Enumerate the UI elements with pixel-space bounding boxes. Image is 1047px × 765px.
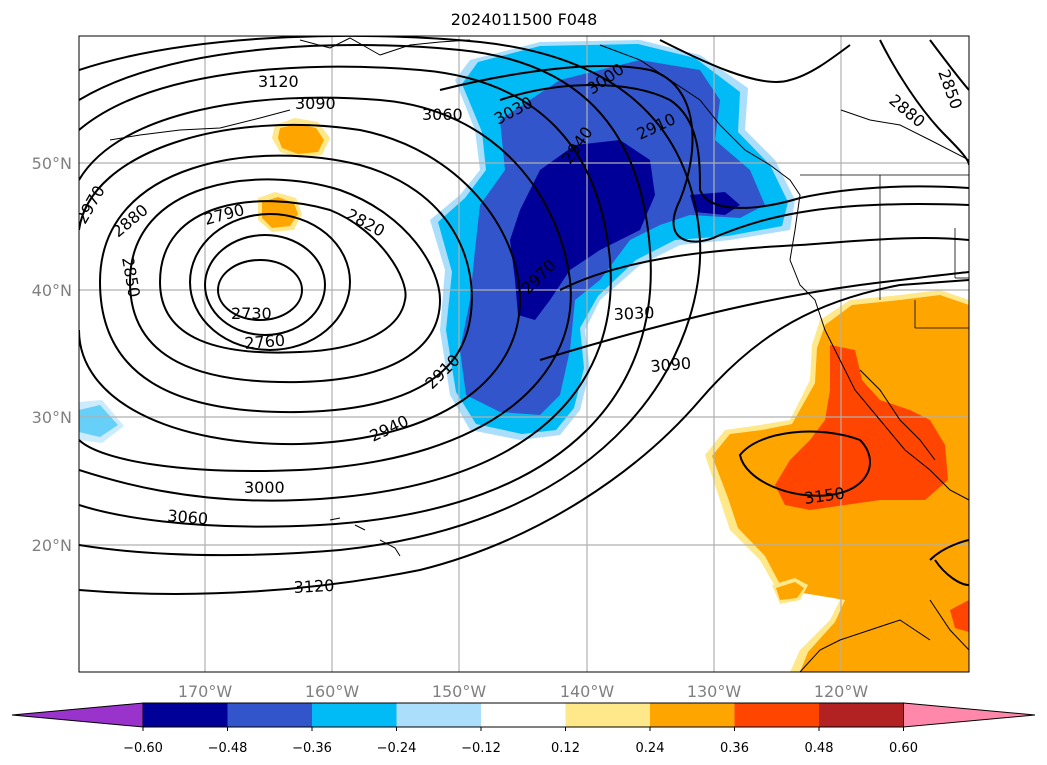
contour-label: 3090 <box>295 94 336 113</box>
lon-label: 150°W <box>432 682 487 701</box>
lon-label: 170°W <box>178 682 233 701</box>
lon-label: 160°W <box>305 682 360 701</box>
colorbar-tick-label: 0.60 <box>889 741 918 756</box>
coastlines <box>109 37 969 672</box>
colorbar-tick-label: −0.48 <box>208 741 248 756</box>
lat-label: 30°N <box>32 408 72 427</box>
height-contours <box>79 36 969 595</box>
colorbar-segment <box>734 703 819 727</box>
contour-label: 3090 <box>650 354 692 376</box>
colorbar-frame <box>142 702 904 728</box>
contour-label: 3060 <box>422 105 463 124</box>
colorbar-segment <box>481 703 566 727</box>
borders <box>800 174 969 329</box>
lat-label: 40°N <box>32 281 72 300</box>
lat-label: 20°N <box>32 536 72 555</box>
lon-label: 120°W <box>814 682 869 701</box>
gridlines <box>79 36 969 672</box>
colorbar-segment <box>396 703 481 727</box>
map-frame <box>78 35 970 673</box>
colorbar-tick-label: −0.24 <box>377 741 417 756</box>
lon-label: 130°W <box>687 682 742 701</box>
colorbar-segment <box>143 703 228 727</box>
colorbar-segment <box>819 703 904 727</box>
contour-label: 3120 <box>258 72 299 91</box>
contour-label: 2730 <box>231 304 272 323</box>
contour-label: 2760 <box>244 331 286 353</box>
colorbar-segment <box>312 703 397 727</box>
lat-label: 50°N <box>32 154 72 173</box>
colorbar-tick-label: 0.48 <box>805 741 834 756</box>
map-panel: 3120 3090 3060 3030 3000 2910 2940 2970 … <box>79 36 969 672</box>
colorbar-segment <box>227 703 312 727</box>
colorbar-segment <box>650 703 735 727</box>
contour-label: 3000 <box>244 478 285 497</box>
contour-label: 3030 <box>613 303 655 324</box>
colorbar-tick-label: 0.24 <box>636 741 665 756</box>
latitude-labels: 50°N 40°N 30°N 20°N <box>32 154 72 555</box>
contour-label: 3120 <box>293 576 335 597</box>
colorbar-tick-label: −0.36 <box>292 741 332 756</box>
lon-label: 140°W <box>560 682 615 701</box>
colorbar-tick-label: −0.12 <box>461 741 501 756</box>
colorbar-segment <box>565 703 650 727</box>
colorbar-tick-label: −0.60 <box>123 741 163 756</box>
colorbar-extend-max <box>903 702 1036 728</box>
colorbar-tick-label: 0.12 <box>551 741 580 756</box>
colorbar: −0.60 −0.48 −0.36 −0.24 −0.12 0.12 0.24 0.36 0.4… <box>11 702 1036 756</box>
colorbar-extend-min <box>11 702 144 728</box>
colorbar-tick-label: 0.36 <box>720 741 749 756</box>
negative-anomaly-shading <box>79 40 795 443</box>
longitude-labels: 170°W 160°W 150°W 140°W 130°W 120°W <box>178 682 869 701</box>
map-title: 2024011500 F048 <box>451 10 598 29</box>
contour-label: 3060 <box>167 506 209 528</box>
